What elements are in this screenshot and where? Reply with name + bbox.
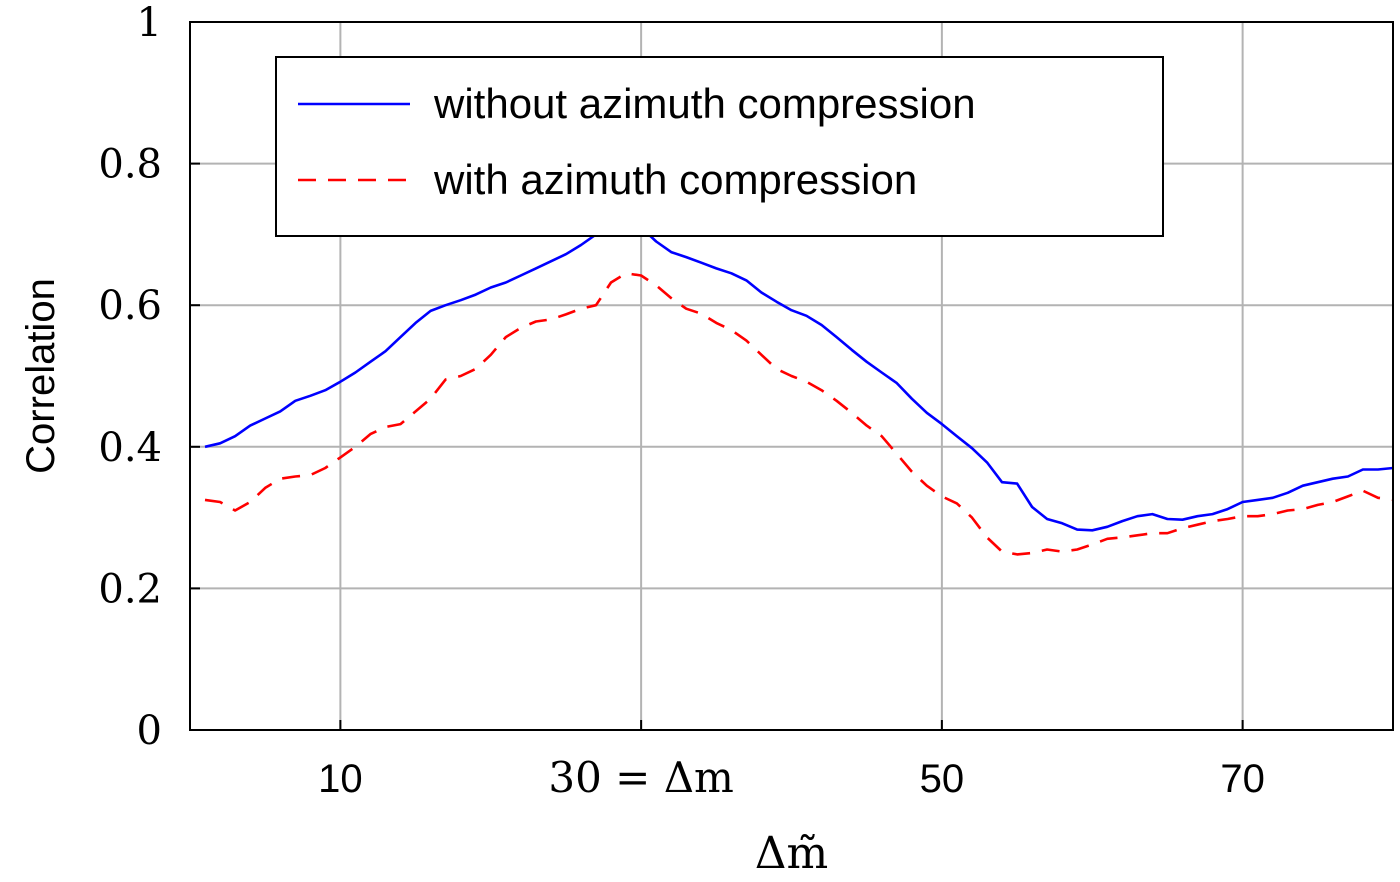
y-tick-label: 1 — [137, 0, 162, 46]
x-axis-label: Δm̃ — [755, 828, 829, 879]
x-tick-label: 50 — [920, 757, 965, 801]
legend: without azimuth compression with azimuth … — [275, 56, 1164, 237]
series-1 — [204, 215, 1394, 532]
legend-entry-label: with azimuth compression — [433, 156, 917, 203]
tick-labels: 10 30 = Δm 50 70 0 0.2 0.4 0.6 0.8 1 — [98, 0, 1265, 802]
series-line — [204, 215, 1394, 532]
y-tick-label: 0.8 — [98, 142, 162, 188]
legend-entry-label: without azimuth compression — [433, 80, 976, 127]
y-tick-label: 0 — [137, 708, 162, 754]
y-tick-label: 0.4 — [98, 425, 162, 471]
x-tick-label: 70 — [1220, 757, 1265, 801]
x-tick-label: 30 = Δm — [548, 753, 734, 802]
series-line — [204, 272, 1394, 556]
x-tick-label: 10 — [318, 757, 363, 801]
plot-area-frame — [189, 21, 1394, 731]
series-2 — [204, 272, 1394, 556]
y-tick-label: 0.6 — [98, 283, 162, 329]
y-tick-label: 0.2 — [98, 566, 162, 612]
series-layer — [204, 215, 1394, 556]
y-axis-label: Correlation — [19, 278, 63, 474]
legend-box — [275, 56, 1164, 237]
